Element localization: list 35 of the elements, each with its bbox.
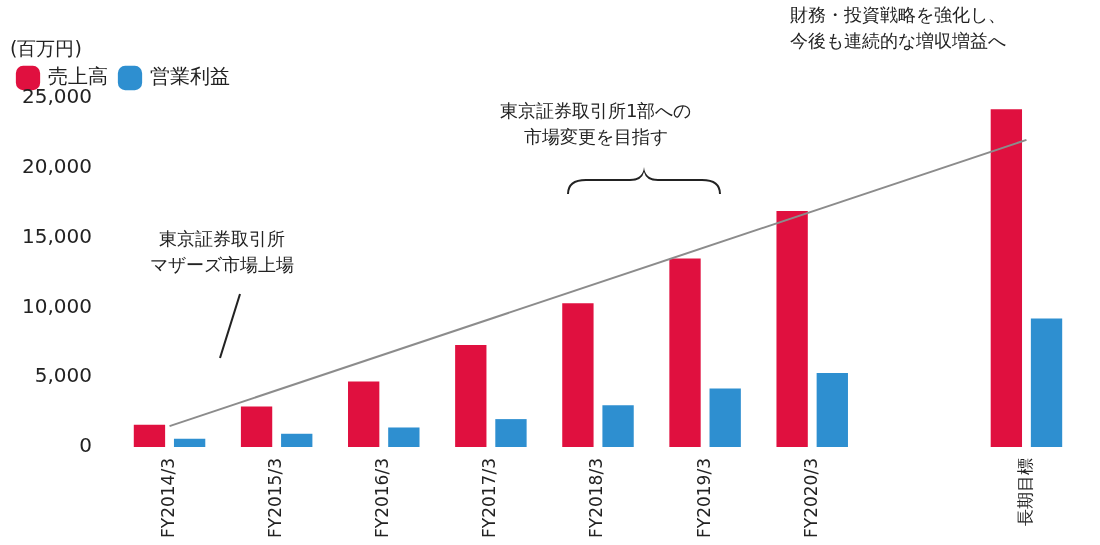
bar <box>776 211 808 448</box>
bar <box>816 373 848 448</box>
bar <box>602 405 634 448</box>
x-tick-label: FY2017/3 <box>479 458 500 539</box>
bar <box>1030 318 1063 448</box>
bar <box>388 427 420 448</box>
y-tick-label: 20,000 <box>22 154 92 179</box>
y-axis-title: (百万円) <box>10 36 82 61</box>
text: 財務・投資戦略を強化し、今後も連続的な増収増益へ <box>790 3 1006 53</box>
y-tick-label: 0 <box>79 433 92 458</box>
x-tick-label: FY2014/3 <box>157 458 178 539</box>
annotation: 東京証券取引所マザーズ市場上場 <box>150 227 294 277</box>
y-tick-label: 15,000 <box>22 223 92 248</box>
bar <box>495 419 527 448</box>
bar <box>669 258 701 448</box>
bar <box>281 433 313 448</box>
legend-label: 営業利益 <box>150 64 230 89</box>
bar <box>348 381 380 448</box>
bar <box>562 303 594 448</box>
x-tick-label: 長期目標 <box>1014 458 1035 527</box>
x-tick-label: FY2020/3 <box>800 458 821 539</box>
annotation: 東京証券取引所1部への市場変更を目指す <box>500 99 692 149</box>
x-tick-label: FY2019/3 <box>693 458 714 539</box>
x-tick-label: FY2015/3 <box>265 458 286 539</box>
bar <box>133 424 166 448</box>
bar <box>990 109 1023 448</box>
y-tick-label: 5,000 <box>34 363 92 388</box>
y-tick-label: 10,000 <box>22 293 92 318</box>
bar <box>173 438 206 448</box>
legend-label: 売上高 <box>48 64 108 89</box>
bar <box>709 388 741 448</box>
x-tick-label: FY2018/3 <box>586 458 607 539</box>
bar <box>240 406 273 448</box>
bar <box>455 345 487 448</box>
x-tick-label: FY2016/3 <box>372 458 393 539</box>
